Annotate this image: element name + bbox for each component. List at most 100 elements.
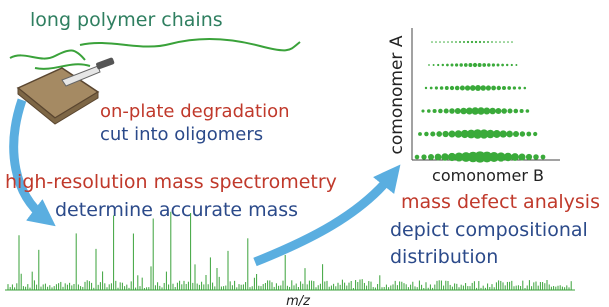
scatter-dot <box>471 41 473 43</box>
scatter-dot <box>443 41 445 43</box>
scatter-dot <box>511 41 513 43</box>
scatter-dot <box>435 154 442 161</box>
scatter-dot <box>541 155 546 160</box>
scatter-dot <box>526 132 531 137</box>
scatter-dot <box>506 131 513 138</box>
scatter-dot <box>470 85 476 91</box>
graphical-abstract: long polymer chains on-plate degradation… <box>0 0 609 307</box>
scatter-dot <box>487 63 490 66</box>
scatter-dot <box>497 64 500 67</box>
scatter-dot <box>451 41 453 43</box>
scatter-dot <box>518 153 525 160</box>
scatter-dot <box>497 86 501 90</box>
scatter-dot <box>515 64 517 66</box>
scatter-dot <box>433 109 437 113</box>
scatter-dot <box>475 41 477 43</box>
scatter-dot <box>455 108 461 114</box>
scatter-dot <box>460 86 465 91</box>
scatter-dot <box>475 85 481 91</box>
scatter-dot <box>450 86 454 90</box>
scatter-dot <box>440 86 444 90</box>
scatter-dot <box>415 155 420 160</box>
polymer-chain <box>80 39 300 50</box>
scatter-dot <box>533 154 539 160</box>
scatter-dot <box>511 64 513 66</box>
axis-label: comonomer B <box>432 166 544 185</box>
scatter-dot <box>433 64 435 66</box>
label: determine accurate mass <box>55 199 298 221</box>
scatter-dot <box>449 108 455 114</box>
scatter-dot <box>435 86 438 89</box>
scatter-dot <box>520 109 524 113</box>
scatter-dot <box>447 41 449 43</box>
scatter-dot <box>438 109 443 114</box>
scatter-dot <box>445 86 449 90</box>
scatter-dot <box>468 63 472 67</box>
scatter-dot <box>501 108 507 114</box>
scatter-dot <box>428 64 430 66</box>
scatter-dot <box>513 131 519 137</box>
scatter-dot <box>513 86 516 89</box>
scatter-dot <box>442 64 444 66</box>
label: mass defect analysis <box>401 191 600 213</box>
scatter-dot <box>495 108 501 114</box>
scatter-dot <box>455 41 457 43</box>
scatter-dot <box>446 64 449 67</box>
scatter-dot <box>491 41 493 43</box>
scatter-dot <box>482 63 486 67</box>
axis-label: m/z <box>286 294 311 307</box>
label: distribution <box>390 246 498 268</box>
scatter-dot <box>514 109 519 114</box>
scatter-dot <box>489 108 496 115</box>
scatter-dot <box>526 154 532 160</box>
scatter-dot <box>507 41 509 43</box>
scatter-dot <box>463 41 465 43</box>
scatter-dot <box>451 64 454 67</box>
scatter-dot <box>439 41 441 43</box>
scatter-dot <box>467 41 469 43</box>
scatter-dot <box>455 86 460 91</box>
scatter-dot <box>504 153 513 162</box>
scatter-dot <box>501 64 504 67</box>
scatter-dot <box>465 85 470 90</box>
scatter-dot <box>511 153 519 161</box>
arrow <box>14 100 45 218</box>
scatter-dot <box>428 154 434 160</box>
label: depict compositional <box>390 219 588 241</box>
scatter-dot <box>492 63 495 66</box>
label: high-resolution mass spectrometry <box>5 171 337 193</box>
scatter-dot <box>473 63 477 67</box>
scatter-dot <box>437 64 439 66</box>
scatter-dot <box>483 107 490 114</box>
scatter-dot <box>495 41 497 43</box>
scatter-dot <box>436 131 442 137</box>
scatter-dot <box>479 41 481 43</box>
scatter-dot <box>503 41 505 43</box>
scatter-dot <box>427 109 431 113</box>
scatter-dot <box>455 63 458 66</box>
scatter-dot <box>425 87 427 89</box>
scatter-dot <box>464 63 468 67</box>
scatter-dot <box>480 85 486 91</box>
polymer-chain <box>10 50 85 60</box>
axis-label: comonomer A <box>387 35 407 154</box>
scatter-dot <box>506 64 508 66</box>
scatter-dot <box>502 86 506 90</box>
scatter-dot <box>421 109 424 112</box>
scatter-dot <box>441 153 449 161</box>
scatter-dot <box>518 87 521 90</box>
knife-handle <box>96 57 115 70</box>
scatter-dot <box>507 108 512 113</box>
scatter-dot <box>500 130 507 137</box>
scatter-dot <box>491 86 496 91</box>
scatter-dot <box>520 131 525 136</box>
scatter-dot <box>430 87 433 90</box>
label: long polymer chains <box>30 9 223 31</box>
scatter-dot <box>459 41 461 43</box>
scatter-dot <box>483 41 485 43</box>
scatter-dot <box>424 132 428 136</box>
scatter-dot <box>431 41 433 43</box>
scatter-dot <box>526 109 530 113</box>
scatter-dot <box>478 63 482 67</box>
scatter-dot <box>418 132 422 136</box>
